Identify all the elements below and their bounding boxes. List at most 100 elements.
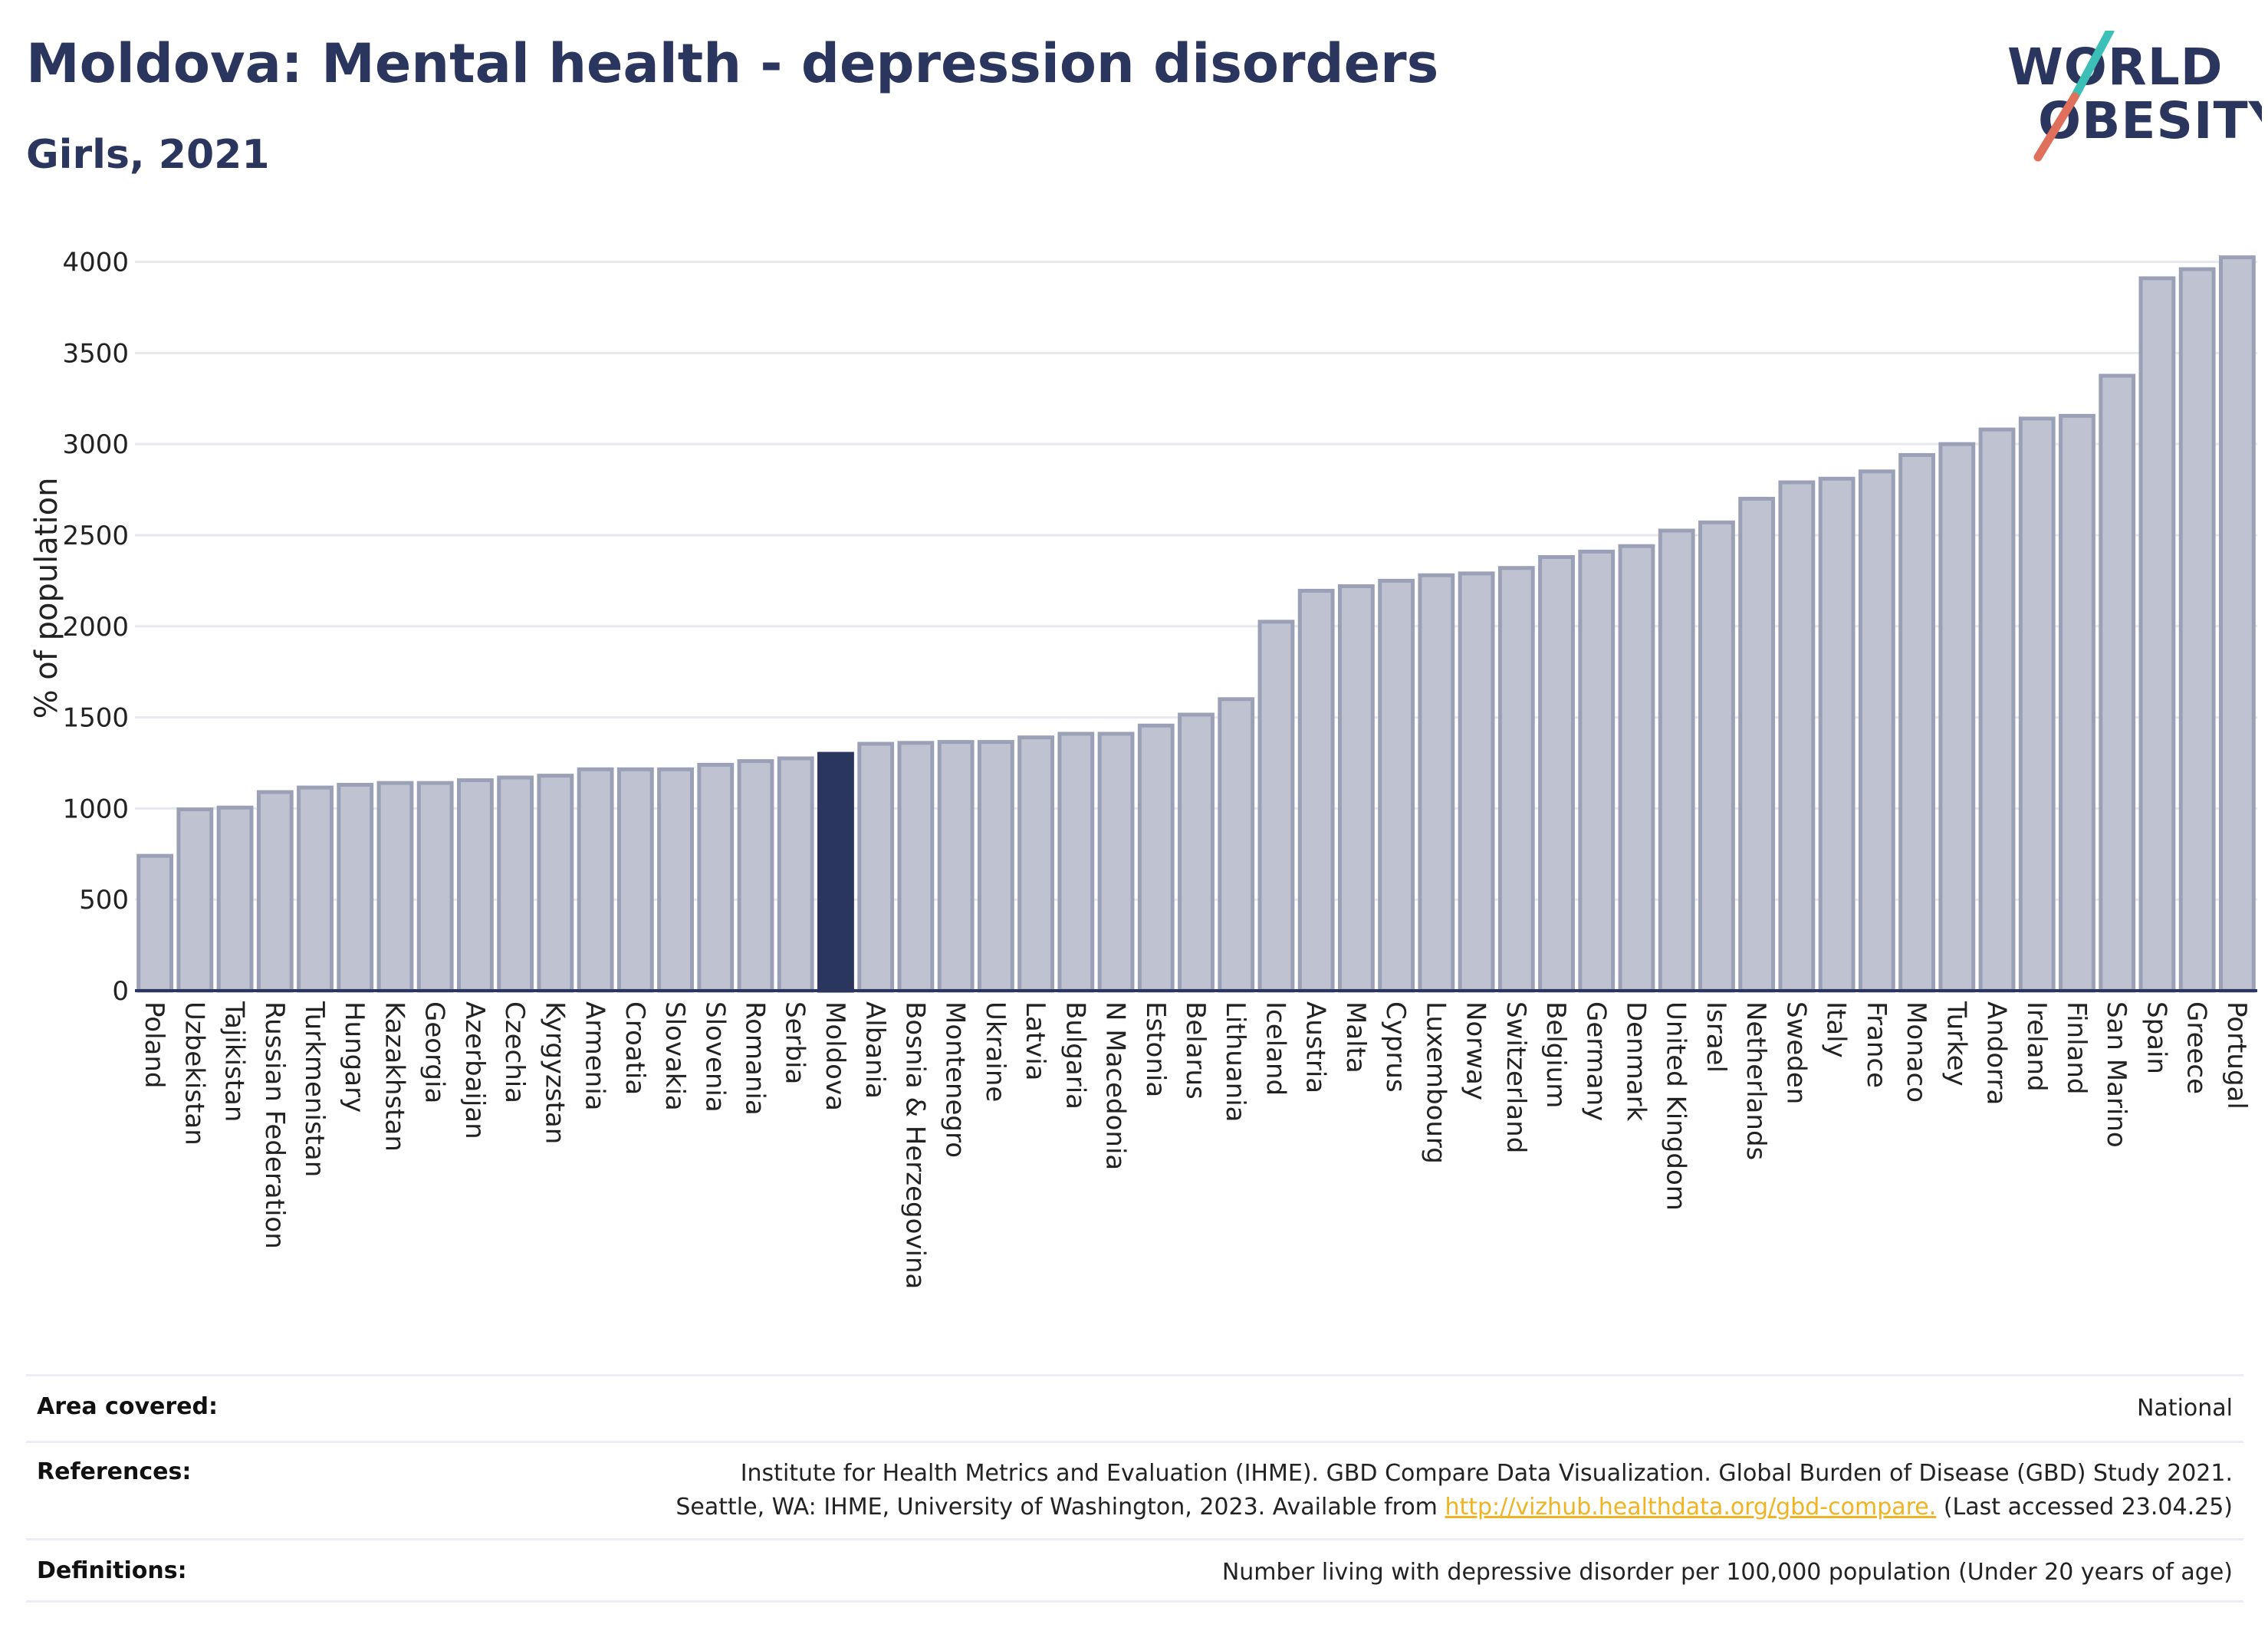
x-tick-label: Poland	[139, 1001, 169, 1089]
bar	[1257, 620, 1295, 993]
bar	[2059, 413, 2095, 993]
bar	[2018, 416, 2056, 993]
x-tick-label: Germany	[1580, 1001, 1611, 1121]
x-tick-label: N Macedonia	[1100, 1001, 1131, 1170]
bar	[2099, 373, 2136, 993]
bar	[2138, 276, 2176, 993]
bar	[1938, 442, 1976, 993]
x-tick-label: Croatia	[620, 1001, 650, 1095]
y-tick-label: 3500	[62, 338, 129, 369]
bar	[1218, 697, 1255, 993]
x-tick-label: Belarus	[1180, 1001, 1211, 1100]
bar	[1738, 496, 1776, 993]
bar	[1898, 452, 1935, 993]
y-tick-label: 1000	[62, 794, 129, 824]
x-tick-label: Luxembourg	[1420, 1001, 1451, 1164]
y-tick-label: 2500	[62, 521, 129, 551]
bar	[937, 740, 975, 993]
bar	[737, 759, 774, 993]
bar-chart: 0 500 1000 1500 2000 2500 3000 3500 4000 Poland Uz…	[29, 248, 2257, 1290]
x-tick-label: Turkey	[1941, 1001, 1971, 1087]
bar	[497, 775, 534, 993]
x-tick-label: Slovenia	[699, 1001, 730, 1113]
bar	[577, 767, 614, 993]
references-line2-pre: Seattle, WA: IHME, University of Washing…	[675, 1494, 1445, 1521]
bar	[176, 807, 214, 993]
x-tick-label: Austria	[1300, 1001, 1331, 1093]
bar	[1297, 588, 1335, 993]
x-tick-label: Uzbekistan	[179, 1001, 209, 1146]
x-tick-label: Moldova	[820, 1001, 850, 1111]
info-divider	[26, 1538, 2243, 1540]
x-tick-label: Romania	[740, 1001, 771, 1116]
bar	[136, 853, 174, 993]
x-tick-label: Cyprus	[1380, 1001, 1411, 1093]
x-tick-label: Georgia	[419, 1001, 450, 1103]
y-tick-label: 0	[112, 976, 129, 1007]
logo-line1: WORLD	[2007, 38, 2224, 97]
info-table: Area covered: National References: Insti…	[26, 1374, 2243, 1603]
x-tick-label: Andorra	[1981, 1001, 2012, 1105]
info-row-area: Area covered: National	[26, 1376, 2243, 1441]
bar	[1057, 732, 1095, 993]
x-tick-label: Ireland	[2021, 1001, 2052, 1092]
bar	[1978, 427, 2016, 993]
x-tick-label: Netherlands	[1740, 1001, 1771, 1160]
x-tick-label: San Marino	[2101, 1001, 2132, 1148]
bar	[2218, 255, 2256, 993]
references-value: Institute for Health Metrics and Evaluat…	[675, 1457, 2233, 1524]
x-tick-label: Bosnia & Herzegovina	[899, 1001, 930, 1289]
y-tick-label: 500	[79, 885, 129, 916]
bar	[1618, 544, 1655, 993]
bars	[136, 255, 2256, 993]
bar	[256, 790, 294, 993]
references-link[interactable]: http://vizhub.healthdata.org/gbd-compare…	[1445, 1494, 1937, 1521]
x-tick-label: Iceland	[1260, 1001, 1290, 1096]
bar	[416, 781, 454, 993]
x-tick-label: France	[1861, 1001, 1892, 1088]
x-tick-label: Azerbaijan	[459, 1001, 490, 1139]
bar	[1337, 584, 1375, 993]
x-tick-label: Greece	[2181, 1001, 2212, 1094]
x-tick-label: Albania	[860, 1001, 890, 1099]
y-tick-label: 4000	[62, 248, 129, 278]
logo-slash-top	[2070, 31, 2115, 101]
bar	[1458, 571, 1495, 993]
x-tick-label: Latvia	[1020, 1001, 1050, 1081]
x-tick-label: Finland	[2061, 1001, 2092, 1095]
bar	[977, 740, 1014, 993]
bar	[857, 741, 895, 993]
bar	[1178, 712, 1215, 993]
y-tick-label: 3000	[62, 429, 129, 460]
x-tick-label: Slovakia	[659, 1001, 690, 1111]
bar	[1418, 573, 1455, 993]
x-tick-label: Denmark	[1620, 1001, 1651, 1122]
bar	[1538, 554, 1575, 993]
bar	[1097, 732, 1135, 993]
bar	[697, 762, 735, 993]
y-tick-label: 2000	[62, 612, 129, 643]
labels: 0 500 1000 1500 2000 2500 3000 3500 4000 Poland Uz…	[62, 248, 2251, 1290]
x-tick-label: Russian Federation	[259, 1001, 290, 1249]
bar	[1658, 528, 1695, 993]
x-tick-label: Monaco	[1901, 1001, 1931, 1103]
x-tick-label: Czechia	[499, 1001, 530, 1103]
x-tick-label: Norway	[1461, 1001, 1491, 1100]
references-label: References:	[37, 1458, 192, 1485]
bar	[1778, 480, 1816, 993]
area-value: National	[2136, 1395, 2233, 1422]
chart-subtitle: Girls, 2021	[26, 132, 270, 178]
x-tick-label: Turkmenistan	[299, 1001, 330, 1177]
x-tick-label: Switzerland	[1500, 1001, 1531, 1153]
x-tick-label: Belgium	[1540, 1001, 1571, 1108]
bar	[1698, 520, 1735, 993]
bar	[1818, 476, 1855, 993]
x-tick-label: Malta	[1340, 1001, 1371, 1073]
x-tick-label: Israel	[1701, 1001, 1731, 1073]
info-divider	[26, 1441, 2243, 1443]
bar	[657, 767, 694, 993]
bar	[537, 774, 574, 993]
world-obesity-logo: WORLD OBESITY	[2007, 31, 2262, 162]
bar	[1378, 578, 1415, 993]
info-row-references: References: Institute for Health Metrics…	[26, 1443, 2243, 1538]
